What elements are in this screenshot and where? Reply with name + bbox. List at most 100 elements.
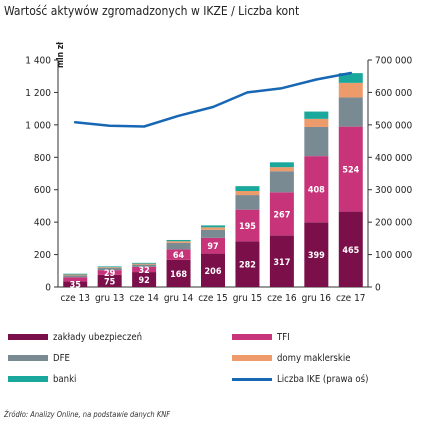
- bar-segment: [97, 268, 122, 271]
- legend-item: banki: [8, 372, 76, 386]
- legend-label: DFE: [53, 352, 70, 364]
- bar-segment: [269, 192, 294, 236]
- bar-segment: [201, 229, 225, 238]
- x-tick-label: cze 14: [129, 293, 159, 304]
- bar-segment: [338, 73, 363, 83]
- bar-segment: [166, 239, 191, 242]
- x-tick-label: gru 15: [233, 293, 262, 304]
- legend-item: zakłady ubezpieczeń: [8, 330, 142, 344]
- data-label: 168: [170, 270, 187, 280]
- bar-segment: [304, 126, 329, 157]
- bar-segment: [235, 191, 260, 196]
- y-tick-label: 1 400: [25, 56, 51, 67]
- bar-segment: [304, 118, 329, 127]
- legend-swatch: [8, 355, 48, 361]
- bar-segment: [338, 126, 363, 212]
- bar-segment: [97, 267, 122, 269]
- data-label: 317: [273, 258, 290, 268]
- data-label: 75: [104, 277, 116, 287]
- bar-segment: [166, 242, 191, 250]
- bar-segment: [132, 262, 157, 264]
- chart-title: Wartość aktywów zgromadzonych w IKZE / L…: [4, 4, 300, 18]
- bar-segment: [201, 225, 225, 228]
- data-label: 465: [342, 246, 359, 256]
- y-tick-label: 200: [34, 250, 51, 261]
- legend-item: domy maklerskie: [232, 351, 350, 365]
- source-note: Źródło: Analizy Online, na podstawie dan…: [4, 410, 171, 419]
- data-label: 97: [207, 242, 218, 252]
- legend-swatch: [232, 355, 272, 361]
- bar-segment: [235, 195, 260, 210]
- x-tick-label: gru 16: [302, 293, 332, 304]
- legend-swatch: [8, 376, 48, 382]
- x-tick-label: gru 14: [164, 293, 194, 304]
- y2-tick-label: 300 000: [375, 185, 412, 196]
- data-label: 64: [173, 251, 185, 261]
- data-label: 29: [104, 269, 116, 279]
- y2-tick-label: 400 000: [375, 153, 412, 164]
- bar-segment: [338, 97, 363, 127]
- bar-segment: [269, 167, 294, 172]
- bar-segment: [166, 249, 191, 260]
- y2-tick-label: 100 000: [375, 250, 412, 261]
- legend-swatch: [232, 334, 272, 340]
- bar-segment: [63, 275, 88, 278]
- legend-label: banki: [53, 373, 77, 385]
- bar-segment: [166, 241, 191, 243]
- y-tick-label: 600: [34, 185, 51, 196]
- bar-segment: [97, 266, 122, 268]
- bar-segment: [97, 274, 122, 287]
- x-tick-label: cze 15: [198, 293, 228, 304]
- legend-label: domy maklerskie: [277, 352, 351, 364]
- legend-swatch: [232, 377, 272, 381]
- bar-segment: [269, 171, 294, 193]
- bar-segment: [132, 264, 157, 267]
- data-label: 92: [138, 276, 149, 286]
- data-label: 195: [239, 222, 256, 232]
- bar-segment: [166, 259, 191, 287]
- x-tick-label: cze 17: [336, 293, 366, 304]
- legend-label: TFI: [277, 331, 290, 343]
- x-tick-label: gru 13: [95, 293, 124, 304]
- bar-segment: [63, 274, 88, 276]
- y-tick-label: 1 000: [25, 120, 51, 131]
- y2-tick-label: 200 000: [375, 218, 412, 229]
- data-label: 524: [342, 166, 359, 176]
- bar-segment: [304, 111, 329, 119]
- bar-segment: [63, 273, 88, 275]
- bar-segment: [132, 266, 157, 273]
- bar-segment: [201, 227, 225, 230]
- bar-segment: [338, 82, 363, 98]
- bar-segment: [338, 211, 363, 287]
- series-line: [73, 71, 353, 128]
- bar-segment: [132, 263, 157, 265]
- y2-tick-label: 600 000: [375, 88, 412, 99]
- x-tick-label: cze 16: [267, 293, 297, 304]
- legend-swatch: [8, 334, 48, 340]
- data-label: 32: [138, 266, 149, 276]
- y-tick-label: 400: [34, 218, 51, 229]
- bar-segment: [269, 235, 294, 287]
- data-label: 35: [70, 281, 82, 291]
- legend-label: Liczba IKE (prawa oś): [277, 373, 369, 385]
- bar-segment: [63, 281, 88, 287]
- legend-item: TFI: [232, 330, 290, 344]
- y2-tick-label: 0: [375, 283, 381, 294]
- bar-segment: [235, 186, 260, 192]
- bar-segment: [97, 270, 122, 275]
- legend-item: DFE: [8, 351, 70, 365]
- y-tick-label: 0: [45, 283, 51, 294]
- data-label: 408: [308, 186, 325, 196]
- y-tick-label: 800: [34, 153, 51, 164]
- data-label: 206: [205, 267, 222, 277]
- bar-segment: [235, 209, 260, 242]
- data-label: 267: [273, 210, 290, 220]
- bar-segment: [201, 237, 225, 254]
- bar-segment: [132, 272, 157, 287]
- data-label: 399: [308, 251, 325, 261]
- bar-segment: [304, 222, 329, 287]
- y2-tick-label: 700 000: [375, 56, 412, 67]
- y-axis-label: mln zł: [56, 42, 66, 68]
- bar-segment: [235, 241, 260, 287]
